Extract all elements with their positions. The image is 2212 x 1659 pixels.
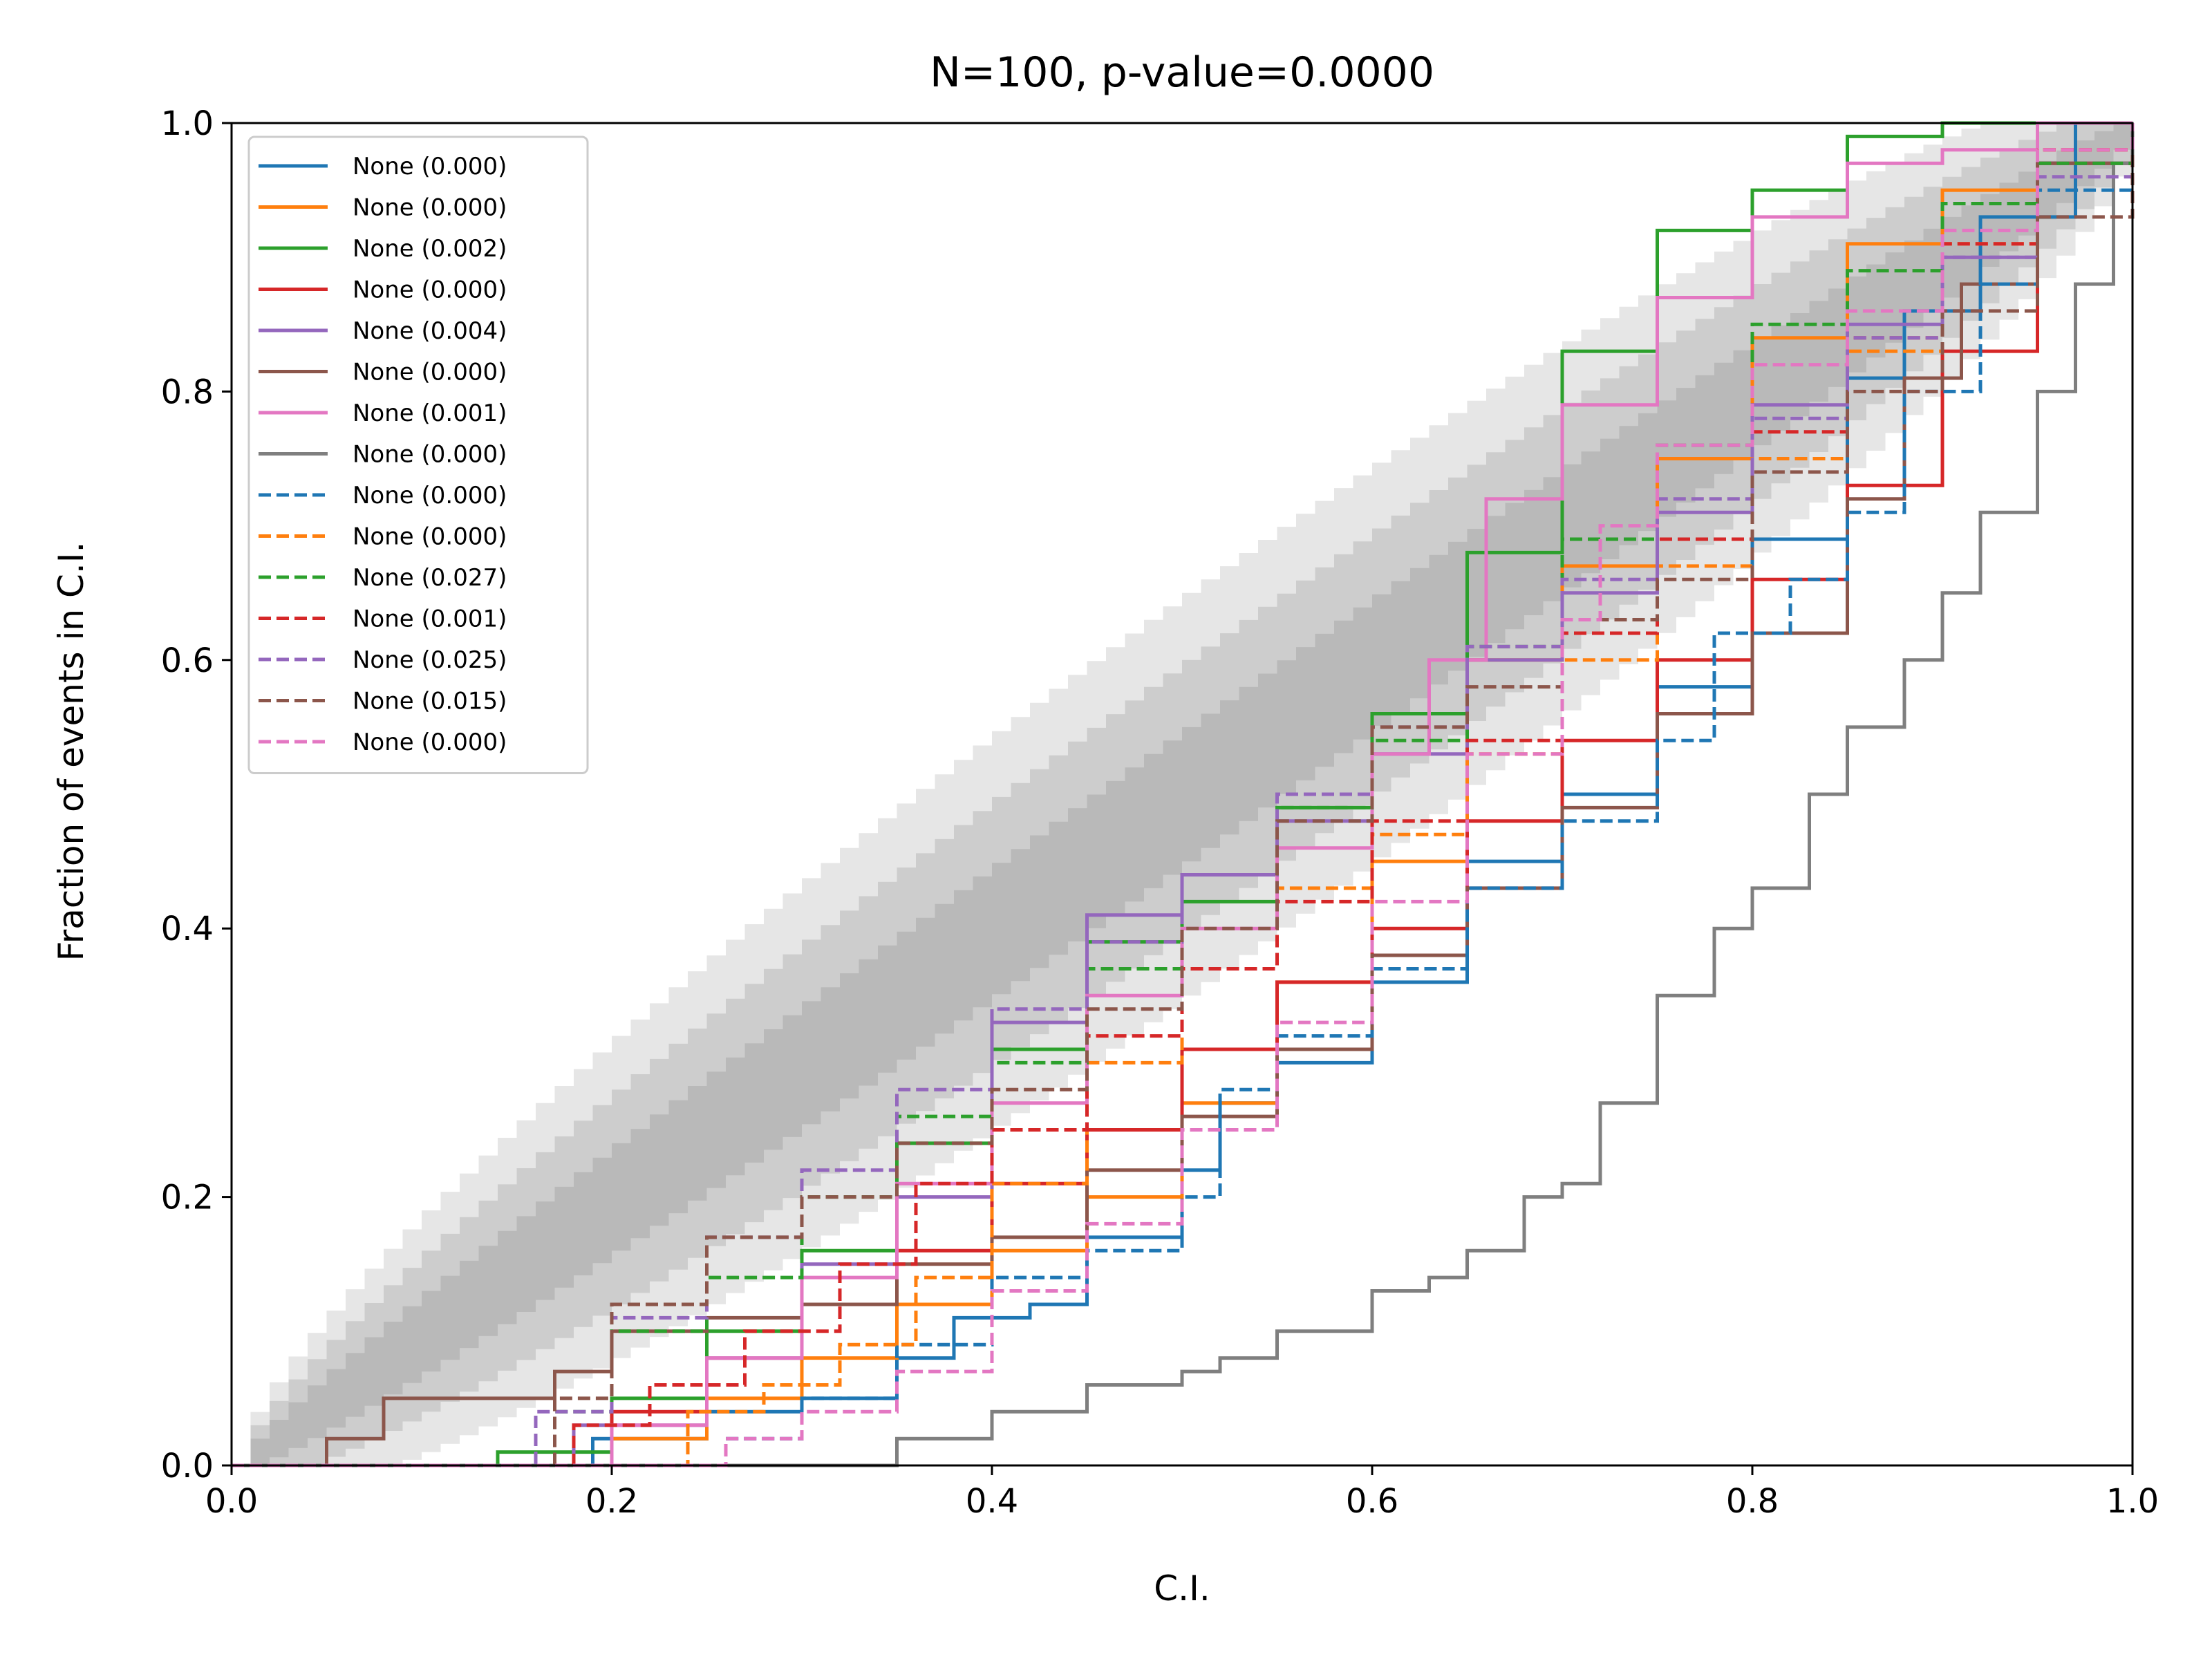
x-tick-label: 0.0 — [205, 1482, 258, 1521]
series-line-15 — [232, 123, 2135, 1468]
legend-label: None (0.002) — [353, 235, 507, 263]
y-axis-label: Fraction of events in C.I. — [51, 542, 91, 962]
y-tick-label: 0.4 — [161, 910, 214, 948]
legend-label: None (0.000) — [353, 441, 507, 469]
series-line-6 — [232, 123, 2135, 1468]
series-line-11 — [232, 123, 2135, 1468]
x-tick-label: 0.4 — [966, 1482, 1018, 1521]
legend-label: None (0.000) — [353, 729, 507, 756]
legend-label: None (0.001) — [353, 606, 507, 633]
y-tick-label: 0.0 — [161, 1447, 214, 1485]
x-tick-label: 0.6 — [1346, 1482, 1398, 1521]
legend-label: None (0.000) — [353, 523, 507, 551]
y-tick-label: 1.0 — [161, 104, 214, 143]
legend-label: None (0.000) — [353, 482, 507, 509]
series-line-10 — [232, 123, 2135, 1468]
legend-label: None (0.000) — [353, 153, 507, 180]
legend-label: None (0.000) — [353, 359, 507, 386]
legend-box — [247, 135, 589, 774]
series-line-8 — [232, 123, 2135, 1468]
series-line-14 — [232, 123, 2135, 1468]
series-line-12 — [232, 123, 2135, 1468]
legend-label: None (0.027) — [353, 564, 507, 592]
legend-label: None (0.000) — [353, 194, 507, 222]
legend-label: None (0.000) — [353, 276, 507, 304]
x-tick-label: 0.8 — [1726, 1482, 1779, 1521]
axes: 0.0 0.2 0.4 0.6 0.8 1.0 0.0 0.2 0.4 0.6 0.8 1.0 — [161, 104, 2159, 1521]
legend-label: None (0.025) — [353, 646, 507, 674]
y-tick-label: 0.8 — [161, 373, 214, 411]
legend: None (0.000) None (0.000) None (0.002) None… — [247, 135, 589, 774]
plot-frame — [230, 122, 2134, 1467]
legend-label: None (0.015) — [353, 688, 507, 715]
series-line-7 — [232, 121, 2133, 1468]
legend-label: None (0.001) — [353, 400, 507, 427]
legend-label: None (0.004) — [353, 317, 507, 345]
x-tick-label: 1.0 — [2106, 1482, 2159, 1521]
x-axis-label: C.I. — [1154, 1568, 1210, 1609]
y-tick-label: 0.6 — [161, 641, 214, 680]
chart-title: N=100, p-value=0.0000 — [930, 48, 1434, 97]
x-tick-label: 0.2 — [585, 1482, 638, 1521]
series-lines — [232, 121, 2135, 1468]
y-tick-label: 0.2 — [161, 1179, 214, 1217]
